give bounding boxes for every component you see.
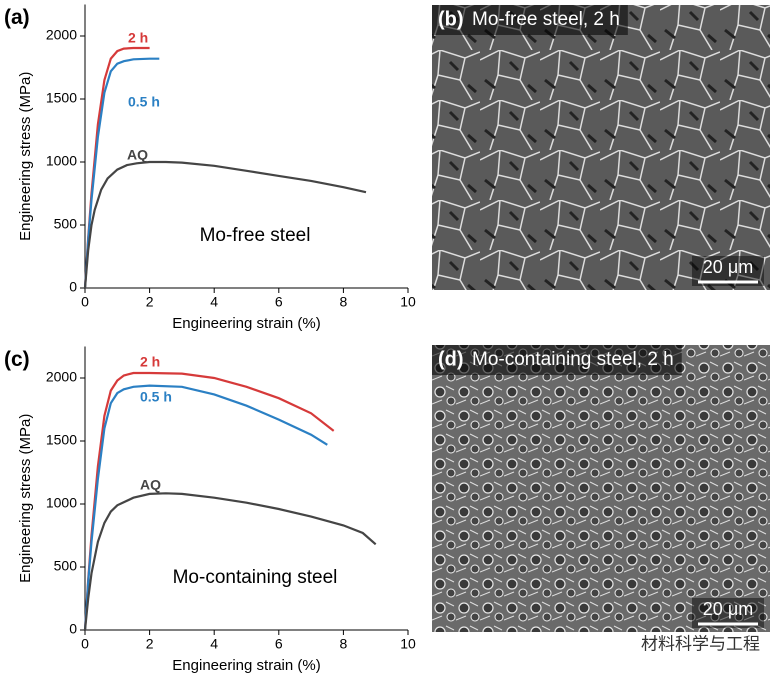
stress-strain-curve bbox=[83, 160, 367, 289]
x-tick-label: 6 bbox=[275, 294, 283, 310]
panel-label: (d) bbox=[438, 348, 464, 370]
caption-background bbox=[432, 5, 628, 35]
y-tick-label: 1500 bbox=[46, 432, 77, 448]
panel-label: (a) bbox=[4, 6, 30, 29]
stress-strain-curve bbox=[83, 492, 377, 631]
x-tick-label: 6 bbox=[275, 636, 283, 652]
y-tick-label: 1500 bbox=[46, 90, 77, 106]
y-axis-label: Engineering stress (MPa) bbox=[17, 414, 34, 583]
image-caption: Mo-free steel, 2 h bbox=[472, 9, 620, 30]
x-tick-label: 8 bbox=[340, 294, 348, 310]
scale-bar-label: 20 μm bbox=[703, 257, 753, 277]
y-tick-label: 500 bbox=[54, 216, 78, 232]
series-label: AQ bbox=[127, 147, 148, 163]
x-tick-label: 4 bbox=[210, 294, 218, 310]
x-tick-label: 2 bbox=[146, 636, 154, 652]
sem-image bbox=[432, 345, 770, 632]
x-axis-label: Engineering strain (%) bbox=[172, 315, 320, 332]
x-tick-label: 10 bbox=[400, 636, 416, 652]
y-tick-label: 2000 bbox=[46, 27, 77, 43]
panel-label: (b) bbox=[438, 8, 464, 30]
stress-strain-curve bbox=[83, 384, 328, 631]
series-label: AQ bbox=[140, 477, 161, 493]
stress-strain-curve bbox=[83, 57, 160, 289]
sem-image-panel: Mo-containing steel, 2 h (d) 20 μm bbox=[432, 345, 770, 632]
x-tick-label: 0 bbox=[81, 294, 89, 310]
series-label: 2 h bbox=[128, 30, 148, 46]
series-label: 0.5 h bbox=[140, 389, 172, 405]
y-tick-label: 1000 bbox=[46, 153, 77, 169]
x-tick-label: 0 bbox=[81, 636, 89, 652]
y-tick-label: 0 bbox=[69, 621, 77, 637]
series-label: 0.5 h bbox=[128, 94, 160, 110]
y-tick-label: 500 bbox=[54, 558, 78, 574]
annotation: Mo-free steel bbox=[200, 225, 311, 246]
x-tick-label: 8 bbox=[340, 636, 348, 652]
stress-strain-curve bbox=[83, 371, 335, 631]
x-tick-label: 4 bbox=[210, 636, 218, 652]
caption-background bbox=[432, 345, 682, 375]
y-tick-label: 1000 bbox=[46, 495, 77, 511]
y-tick-label: 0 bbox=[69, 279, 77, 295]
sem-image bbox=[432, 5, 770, 290]
x-tick-label: 10 bbox=[400, 294, 416, 310]
x-tick-label: 2 bbox=[146, 294, 154, 310]
y-tick-label: 2000 bbox=[46, 369, 77, 385]
x-axis-label: Engineering strain (%) bbox=[172, 657, 320, 674]
watermark: 材料科学与工程 bbox=[641, 634, 760, 653]
panel-label: (c) bbox=[4, 348, 30, 371]
y-axis-label: Engineering stress (MPa) bbox=[17, 72, 34, 241]
scale-bar-label: 20 μm bbox=[703, 599, 753, 619]
annotation: Mo-containing steel bbox=[173, 567, 338, 588]
series-label: 2 h bbox=[140, 354, 160, 370]
image-caption: Mo-containing steel, 2 h bbox=[472, 349, 674, 370]
sem-image-panel: Mo-free steel, 2 h (b) 20 μm bbox=[432, 5, 770, 290]
